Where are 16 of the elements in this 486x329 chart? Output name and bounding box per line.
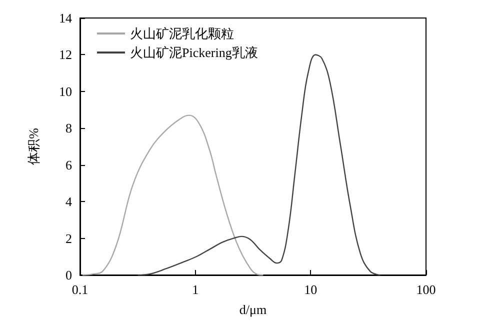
y-tick-label: 4 <box>66 194 72 210</box>
y-tick-label: 6 <box>66 157 72 172</box>
y-tick-label: 10 <box>59 84 72 99</box>
y-tick-label: 2 <box>66 230 72 246</box>
legend-label: 火山矿泥乳化颗粒 <box>130 26 234 41</box>
x-tick-label: 1 <box>192 282 199 297</box>
x-tick-label: 100 <box>416 282 436 297</box>
y-tick-label: 0 <box>66 268 72 282</box>
x-tick-label: 0.1 <box>72 282 88 297</box>
x-tick-label: 10 <box>304 282 318 297</box>
legend-label: 火山矿泥Pickering乳液 <box>130 45 258 60</box>
y-tick-label: 12 <box>59 47 72 62</box>
x-axis-title: d/μm <box>239 302 267 317</box>
y-axis-title: 体积% <box>26 128 41 165</box>
y-tick-label: 14 <box>59 10 72 26</box>
y-tick-label: 8 <box>66 120 72 136</box>
